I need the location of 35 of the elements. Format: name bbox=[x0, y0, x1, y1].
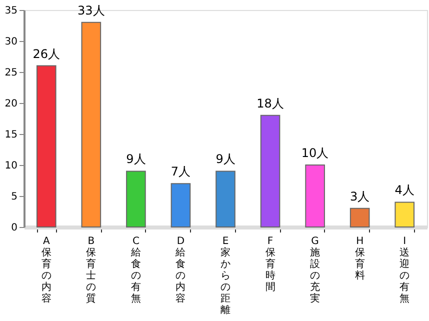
data-label: 10人 bbox=[301, 146, 329, 160]
data-label: 4人 bbox=[394, 183, 414, 198]
x-tick-label: B 保育士の質 bbox=[86, 236, 96, 304]
y-tick-label: 10 bbox=[4, 160, 18, 172]
x-tick-label: D 給食の内容 bbox=[174, 236, 186, 304]
y-tick-label: 5 bbox=[11, 192, 18, 202]
x-tick-label: F 保育時間 bbox=[265, 236, 276, 293]
bar bbox=[81, 22, 102, 228]
data-label: 18人 bbox=[256, 96, 284, 110]
data-label: 26人 bbox=[32, 46, 60, 61]
data-label: 3人 bbox=[350, 189, 370, 204]
bar bbox=[170, 183, 191, 228]
x-tick-label: E 家からの距離 bbox=[220, 236, 230, 316]
data-label: 9人 bbox=[126, 152, 146, 166]
y-tick-label: 0 bbox=[11, 222, 18, 234]
x-tick-label: G 施設の充実 bbox=[310, 236, 320, 304]
y-tick-label: 25 bbox=[4, 68, 18, 78]
data-label: 7人 bbox=[170, 164, 191, 179]
bar bbox=[260, 114, 280, 228]
x-tick-label: C 給食の有無 bbox=[130, 236, 141, 304]
bar bbox=[305, 164, 325, 228]
x-tick-label: A 保育の内容 bbox=[41, 236, 52, 304]
bar bbox=[126, 170, 146, 228]
data-label: 9人 bbox=[216, 152, 236, 166]
data-label: 33人 bbox=[78, 3, 105, 18]
y-tick-label: 15 bbox=[4, 130, 18, 140]
bar bbox=[394, 202, 415, 228]
bar bbox=[350, 208, 370, 228]
y-tick-label: 30 bbox=[4, 36, 18, 48]
x-tick-label: I 送迎の有無 bbox=[400, 236, 410, 304]
bar bbox=[36, 65, 56, 228]
y-tick-label: 35 bbox=[4, 6, 18, 16]
bar bbox=[216, 170, 236, 228]
y-tick-label: 20 bbox=[4, 98, 18, 110]
x-tick-label: H 保育料 bbox=[354, 236, 365, 282]
